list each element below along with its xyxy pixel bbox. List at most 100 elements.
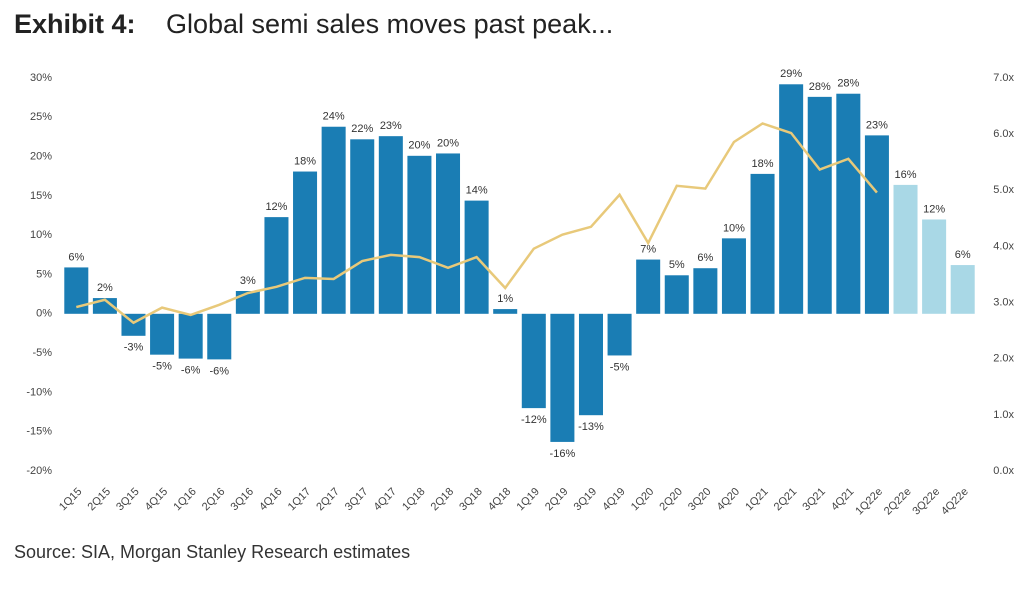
y-tick-label: 10% [30,229,52,241]
y-tick-label: 30% [30,72,52,84]
value-label: -5% [610,361,630,373]
y-tick-label: 20% [30,151,52,163]
bar [893,184,918,314]
x-tick-label: 4Q16 [257,486,285,514]
line [75,122,878,325]
value-label: 22% [351,123,373,135]
x-tick-label: 1Q21 [743,486,771,514]
x-tick-label: 3Q17 [343,486,371,514]
value-label: 6% [68,251,84,263]
bar [264,217,289,314]
x-tick-label: 2Q15 [86,486,114,514]
value-label: 18% [294,155,316,167]
value-label: 18% [752,158,774,170]
bar [836,93,861,314]
value-label: -16% [550,448,576,460]
x-tick-label: 4Q17 [371,486,399,514]
bar [750,173,775,314]
value-label: 10% [723,222,745,234]
value-label: -12% [521,414,547,426]
y-tick-label: -5% [32,347,52,359]
bar [407,155,432,314]
value-label: -5% [152,361,172,373]
y2-tick-label: 1.0x [993,409,1014,421]
value-label: -6% [209,365,229,377]
value-label: 6% [697,252,713,264]
bar [550,313,575,442]
value-label: -13% [578,421,604,433]
value-label: 14% [466,185,488,197]
value-label: 7% [640,243,656,255]
bar [864,135,889,314]
x-tick-label: 1Q22e [853,486,885,518]
y-tick-label: -15% [26,426,52,438]
value-label: 5% [669,259,685,271]
x-tick-label: 1Q16 [171,486,199,514]
x-tick-label: 3Q20 [686,486,714,514]
y2-tick-label: 7.0x [993,72,1014,84]
bar [207,313,232,360]
x-tick-label: 3Q18 [457,486,485,514]
value-label: 28% [837,78,859,90]
bar [321,126,346,314]
bar [922,219,947,314]
y-tick-label: 15% [30,190,52,202]
x-tick-label: 1Q17 [286,486,314,514]
bar [293,171,318,314]
x-tick-label: 2Q20 [657,486,685,514]
value-label: 12% [923,203,945,215]
bar [235,291,260,314]
bar [578,313,603,416]
bar [436,153,461,314]
value-label: 20% [408,140,430,152]
x-tick-label: 3Q15 [114,486,142,514]
y2-tick-label: 3.0x [993,296,1014,308]
value-label: 2% [97,282,113,294]
bar [693,268,718,314]
x-tick-label: 2Q22e [882,486,914,518]
bar [950,265,975,314]
x-tick-label: 2Q19 [543,486,571,514]
value-label: 6% [955,249,971,261]
x-tick-label: 2Q17 [314,486,342,514]
value-label: 23% [380,120,402,132]
value-label: -3% [124,342,144,354]
x-tick-label: 4Q20 [715,486,743,514]
bar [607,313,632,356]
x-tick-label: 1Q19 [514,486,542,514]
bar [521,313,546,409]
y-tick-label: 5% [36,268,52,280]
x-tick-label: 4Q22e [939,486,971,518]
y-tick-label: 0% [36,308,52,320]
value-label: -6% [181,365,201,377]
y-tick-label: -20% [26,465,52,477]
value-label: 29% [780,68,802,80]
y-tick-label: -10% [26,386,52,398]
value-label: 24% [323,111,345,123]
bar [178,313,203,359]
bar [779,84,804,314]
bar [664,275,689,314]
bar [807,96,832,314]
x-tick-label: 4Q18 [486,486,514,514]
bar [493,309,518,314]
x-tick-label: 1Q20 [629,486,657,514]
bar [378,136,403,314]
bar [721,238,746,314]
bar [150,313,175,355]
x-tick-label: 2Q18 [429,486,457,514]
x-tick-label: 1Q15 [57,486,85,514]
source: Source: SIA, Morgan Stanley Research est… [14,542,410,562]
x-tick-label: 3Q16 [229,486,257,514]
x-tick-label: 4Q15 [143,486,171,514]
chart-title: Global semi sales moves past peak... [166,9,613,39]
value-label: 28% [809,81,831,93]
value-label: 20% [437,137,459,149]
y2-tick-label: 4.0x [993,240,1014,252]
bar [636,259,661,314]
value-label: 1% [497,293,513,305]
x-tick-label: 2Q21 [772,486,800,514]
y-tick-label: 25% [30,111,52,123]
x-tick-label: 1Q18 [400,486,428,514]
